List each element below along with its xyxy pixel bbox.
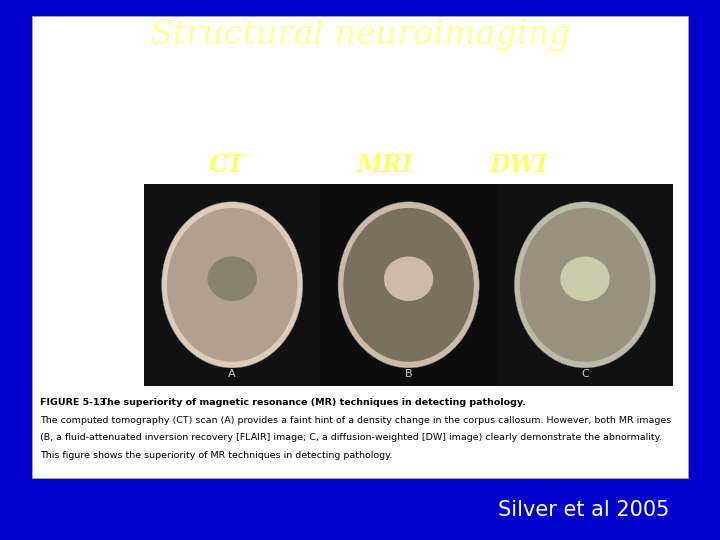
Text: DWI: DWI (490, 153, 547, 177)
FancyBboxPatch shape (32, 16, 688, 478)
Text: Structural neuroimaging: Structural neuroimaging (150, 19, 570, 51)
Ellipse shape (515, 202, 655, 368)
Text: FIGURE 5-13.: FIGURE 5-13. (40, 398, 109, 407)
Ellipse shape (384, 256, 433, 301)
Text: B: B (405, 369, 413, 379)
Text: The computed tomography (CT) scan (A) provides a faint hint of a density change : The computed tomography (CT) scan (A) pr… (40, 416, 671, 424)
FancyBboxPatch shape (144, 184, 673, 386)
FancyBboxPatch shape (497, 184, 673, 386)
FancyBboxPatch shape (320, 184, 497, 386)
Text: C: C (581, 369, 589, 379)
Ellipse shape (161, 202, 303, 368)
Text: The superiority of magnetic resonance (MR) techniques in detecting pathology.: The superiority of magnetic resonance (M… (94, 398, 526, 407)
Text: This figure shows the superiority of MR techniques in detecting pathology.: This figure shows the superiority of MR … (40, 451, 392, 460)
Ellipse shape (520, 208, 650, 362)
Text: CT compared to MRI: CT compared to MRI (50, 98, 261, 118)
Ellipse shape (560, 256, 610, 301)
Ellipse shape (343, 208, 474, 362)
Text: MRI: MRI (357, 153, 413, 177)
Text: A: A (228, 369, 236, 379)
Ellipse shape (338, 202, 480, 368)
Text: Silver et al 2005: Silver et al 2005 (498, 500, 670, 521)
Text: CT: CT (209, 153, 245, 177)
FancyBboxPatch shape (144, 184, 320, 386)
Ellipse shape (167, 208, 297, 362)
Ellipse shape (207, 256, 257, 301)
Text: (B, a fluid-attenuated inversion recovery [FLAIR] image; C, a diffusion-weighted: (B, a fluid-attenuated inversion recover… (40, 434, 662, 442)
